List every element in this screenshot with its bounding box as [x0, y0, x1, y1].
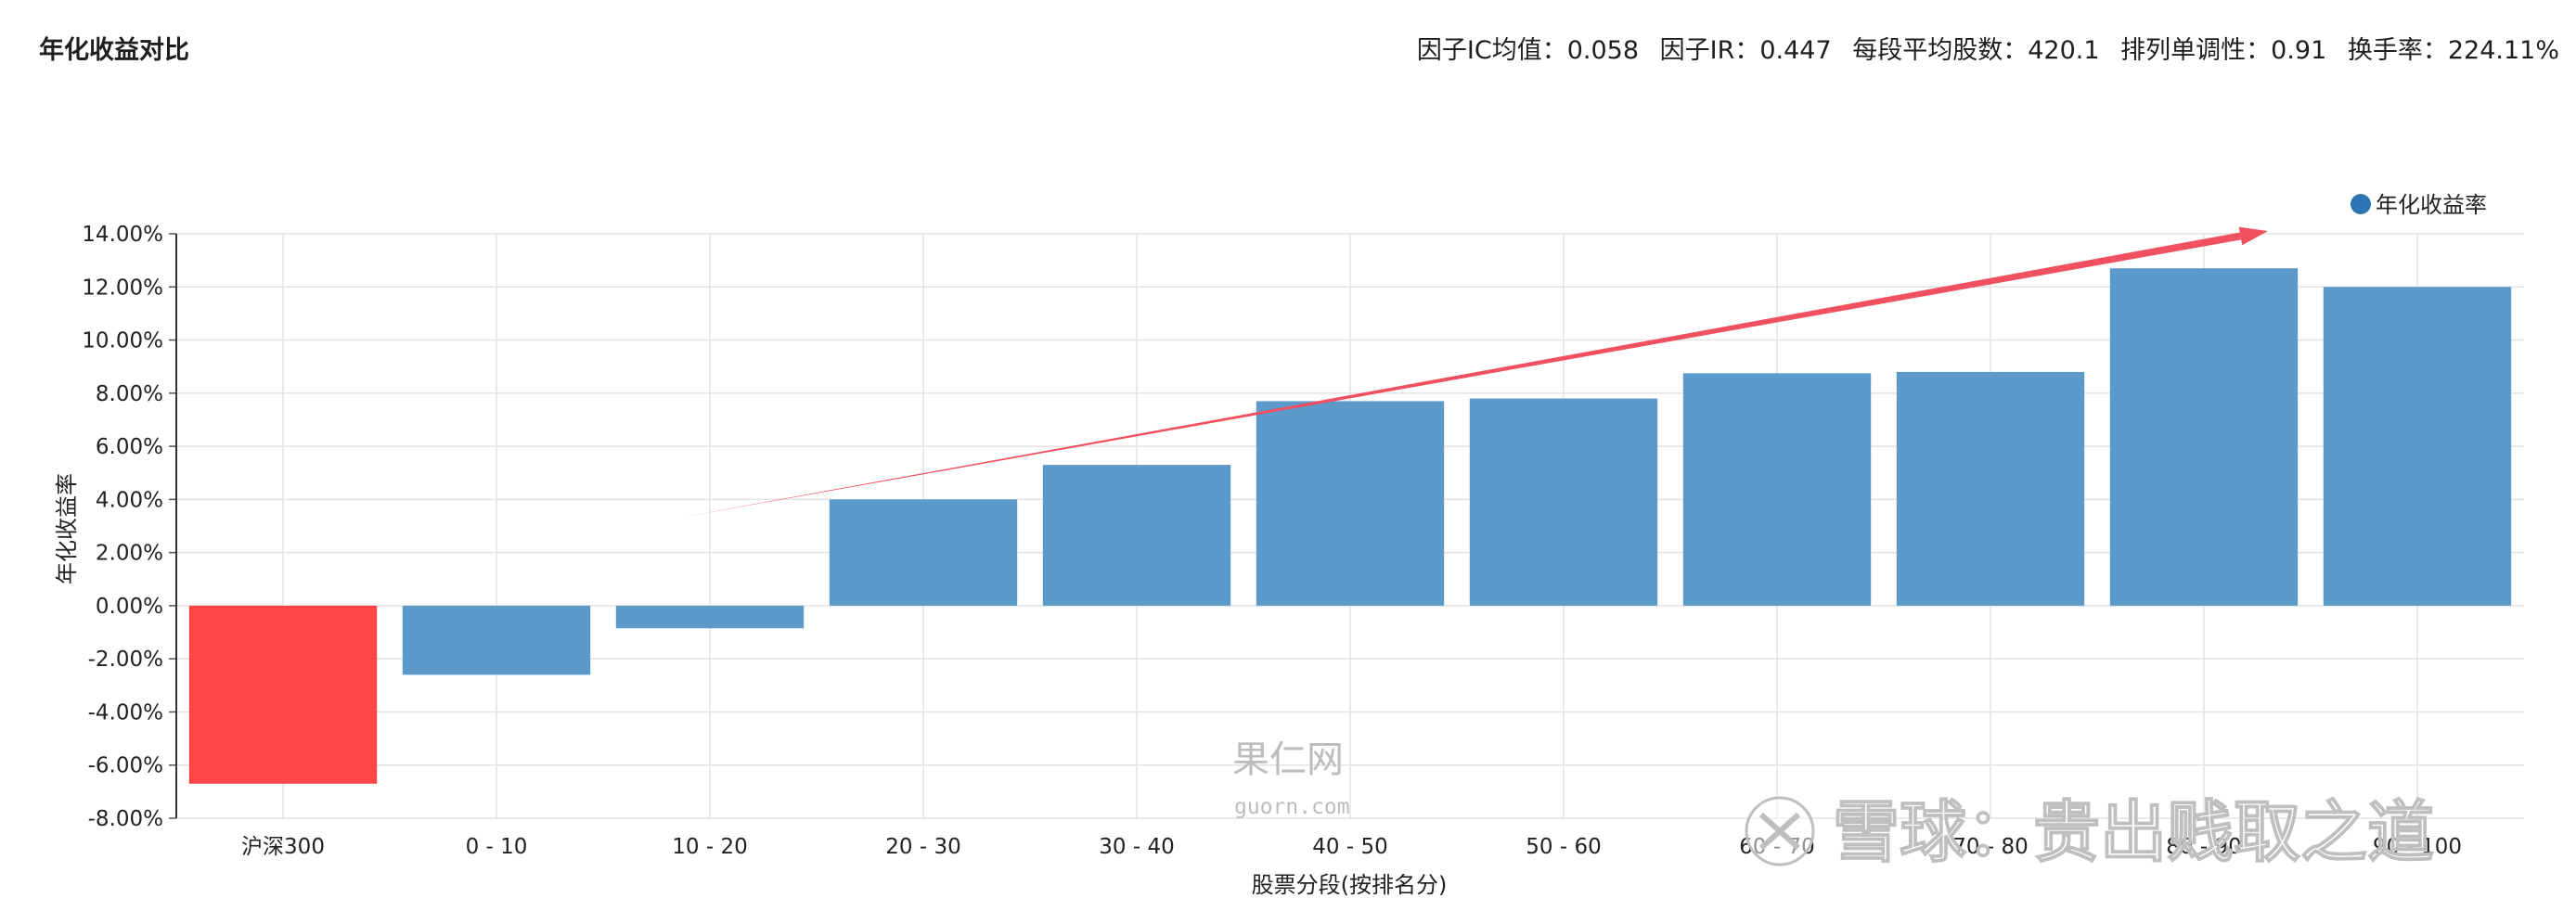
xueqiu-logo-mark [1758, 812, 1801, 851]
watermark-xueqiu-text: 雪球：贵出贱取之道 [1833, 793, 2434, 871]
trend-arrow-head [2238, 226, 2268, 246]
y-tick-label: 10.00% [82, 329, 163, 353]
trend-arrow-shaft [677, 232, 2242, 519]
x-tick-label: 沪深300 [241, 835, 325, 859]
bar-3[interactable] [615, 605, 805, 629]
x-tick-label: 10 - 20 [672, 835, 747, 859]
watermark-guorn: 果仁网 guorn.com [1232, 738, 1350, 819]
page-title: 年化收益对比 [39, 36, 189, 65]
y-tick-label: 0.00% [96, 595, 163, 619]
watermark-xueqiu: 雪球：贵出贱取之道 [1745, 792, 2435, 872]
y-tick-label: 2.00% [96, 542, 163, 566]
bar-5[interactable] [1042, 465, 1231, 606]
stat-turnover: 换手率：224.11% [2347, 36, 2559, 65]
x-tick-label: 50 - 60 [1526, 835, 1601, 859]
stat-avg-stocks: 每段平均股数：420.1 [1852, 36, 2100, 65]
x-tick-label: 40 - 50 [1312, 835, 1387, 859]
y-tick-label: 12.00% [82, 276, 163, 300]
bar-11[interactable] [2323, 287, 2512, 606]
y-axis-title: 年化收益率 [54, 473, 80, 584]
y-tick-label: 8.00% [96, 382, 163, 406]
bars [188, 268, 2512, 784]
legend-marker [2351, 194, 2371, 214]
y-tick-labels: -8.00% -6.00% -4.00% -2.00% 0.00% 2.00% 4.00% 6… [82, 223, 163, 831]
bar-2[interactable] [402, 605, 591, 675]
watermark-site-cn: 果仁网 [1232, 738, 1344, 781]
x-tick-label: 80 - 90 [2166, 835, 2241, 859]
bar-8[interactable] [1682, 373, 1872, 606]
bar-1[interactable] [188, 605, 378, 784]
y-tick-label: 6.00% [96, 435, 163, 459]
x-axis-title: 股票分段(按排名分) [1252, 872, 1448, 898]
y-tick-label: -2.00% [88, 648, 163, 672]
y-tick-label: -6.00% [88, 754, 163, 778]
stat-monotonicity: 排列单调性：0.91 [2120, 36, 2327, 65]
x-tick-label: 30 - 40 [1099, 835, 1174, 859]
x-tick-label: 70 - 80 [1952, 835, 2028, 859]
y-tick-label: -8.00% [88, 807, 163, 831]
x-tick-label: 20 - 30 [885, 835, 960, 859]
bar-6[interactable] [1256, 401, 1445, 606]
x-tick-label: 90 - 100 [2373, 835, 2462, 859]
y-tick-label: -4.00% [88, 700, 163, 725]
x-tick-label: 0 - 10 [466, 835, 528, 859]
factor-stats: 因子IC均值：0.058 因子IR：0.447 每段平均股数：420.1 排列单… [1404, 30, 2559, 66]
y-tick-label: 4.00% [96, 488, 163, 512]
y-tick-label: 14.00% [82, 223, 163, 247]
legend-label: 年化收益率 [2376, 192, 2487, 218]
watermark-site-en: guorn.com [1234, 795, 1350, 819]
stat-ir: 因子IR：0.447 [1659, 36, 1832, 65]
bar-9[interactable] [1896, 371, 2085, 606]
trend-arrow [677, 226, 2268, 519]
stat-ic-mean: 因子IC均值：0.058 [1416, 36, 1640, 65]
bar-4[interactable] [829, 499, 1018, 606]
bar-7[interactable] [1469, 398, 1658, 606]
legend[interactable]: 年化收益率 [2351, 192, 2487, 218]
bar-10[interactable] [2109, 268, 2299, 606]
